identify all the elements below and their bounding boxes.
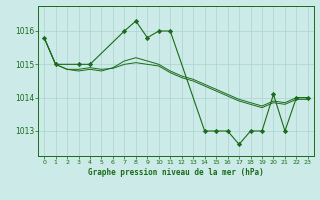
X-axis label: Graphe pression niveau de la mer (hPa): Graphe pression niveau de la mer (hPa) — [88, 168, 264, 177]
